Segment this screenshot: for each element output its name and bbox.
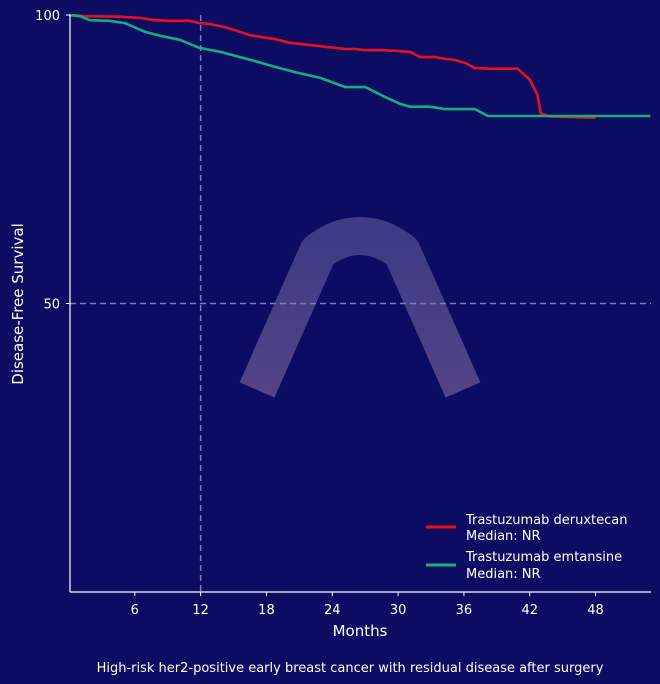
chart-caption: High-risk her2-positive early breast can… [97,661,604,676]
x-tick-label: 30 [390,603,407,618]
watermark-logo [239,217,481,398]
legend-median-emtansine: Median: NR [466,567,541,582]
x-axis-label: Months [333,622,388,640]
legend-label-deruxtecan: Trastuzumab deruxtecan [465,513,628,528]
legend-median-deruxtecan: Median: NR [466,529,541,544]
series-line-deruxtecan [68,13,596,119]
series-line-emtansine [68,13,651,118]
x-tick-label: 42 [521,603,538,618]
y-tick-label: 100 [35,9,60,24]
x-tick-label: 18 [258,603,275,618]
y-tick-label: 50 [43,298,60,313]
x-tick-label: 6 [131,603,139,618]
x-tick-label: 12 [192,603,209,618]
x-tick-label: 36 [456,603,473,618]
legend-label-emtansine: Trastuzumab emtansine [465,550,622,565]
legend: Trastuzumab deruxtecan Median: NR Trastu… [426,513,628,582]
y-axis-label: Disease-Free Survival [9,223,27,384]
x-tick-label: 24 [324,603,341,618]
x-tick-label: 48 [587,603,604,618]
